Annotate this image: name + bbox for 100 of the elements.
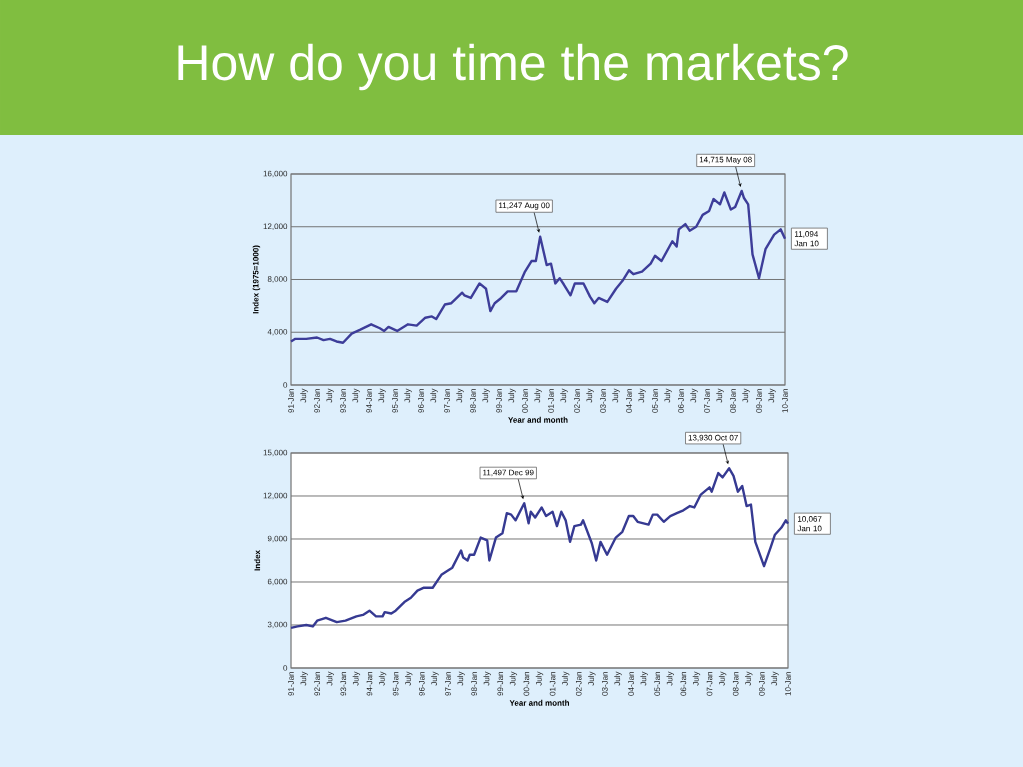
y-tick-label: 6,000 [267,578,288,586]
x-tick-label: 07-Jan [706,672,713,696]
x-tick-label: July [457,671,465,686]
y-tick-label: 3,000 [267,621,288,629]
x-tick-label: July [483,671,491,686]
annotation: 13,930 Oct 07 [688,434,738,442]
x-tick-label: 01-Jan [549,672,556,696]
x-tick-label: July [768,388,776,403]
x-tick-label: 97-Jan [445,672,451,696]
x-tick-label: July [300,671,308,686]
x-tick-label: July [666,671,675,686]
x-tick-label: 93-Jan [340,672,347,696]
x-tick-label: July [534,388,542,403]
x-tick-label: 01-Jan [548,389,554,413]
x-tick-label: July [404,671,413,686]
y-tick-label: 12,000 [263,492,288,500]
x-tick-label: 07-Jan [704,389,710,413]
x-tick-label: July [745,671,753,686]
x-tick-label: 05-Jan [652,389,658,413]
y-tick-label: 4,000 [267,328,288,336]
x-tick-label: July [716,388,724,403]
x-axis-title: Year and month [509,699,570,706]
x-tick-label: 99-Jan [496,389,502,413]
x-tick-label: July [326,671,334,686]
x-tick-label: 94-Jan [366,389,372,413]
x-tick-label: 03-Jan [602,672,608,696]
x-axis-title: Year and month [508,416,568,423]
x-tick-label: July [742,388,750,403]
annotation: 11,497 Dec 99 [483,469,534,477]
x-tick-label: July [771,671,779,686]
x-tick-label: July [692,671,701,686]
x-tick-label: July [690,388,698,403]
x-tick-label: 00-Jan [523,672,530,696]
x-tick-label: 96-Jan [418,672,425,696]
annotation: 11,094 Jan 10 [794,231,819,247]
annotation: 14,715 May 08 [699,156,752,165]
x-tick-label: 04-Jan [626,389,632,413]
x-tick-label: July [352,388,360,403]
x-tick-label: 99-Jan [497,672,504,696]
x-tick-label: 91-Jan [288,672,294,696]
y-tick-label: 0 [283,665,288,671]
y-tick-label: 12,000 [263,223,288,231]
x-tick-label: 09-Jan [759,672,765,696]
x-tick-label: July [561,671,570,686]
x-tick-label: 02-Jan [575,672,582,696]
annotation: 10,067 Jan 10 [797,516,822,532]
x-tick-label: July [300,388,308,403]
x-tick-label: 10-Jan [785,672,791,696]
x-tick-label: 00-Jan [522,389,528,413]
x-tick-label: July [352,671,361,686]
x-tick-label: July [431,671,439,686]
x-tick-label: July [560,388,568,403]
x-tick-label: 03-Jan [600,389,606,413]
y-tick-label: 0 [283,382,288,388]
chart-title: How do you time the markets? [178,43,848,91]
y-tick-label: 15,000 [263,449,288,457]
x-tick-label: 09-Jan [756,389,762,413]
x-tick-label: July [614,671,622,686]
x-tick-label: July [326,388,334,403]
y-tick-label: 16,000 [263,170,288,178]
line-series [289,467,790,630]
x-tick-label: July [718,671,727,686]
y-axis-title: Index (1975=1000) [252,245,261,314]
x-tick-label: July [430,388,438,403]
x-tick-label: July [482,388,490,403]
x-tick-label: 06-Jan [680,672,687,696]
x-tick-label: July [456,388,464,403]
x-tick-label: July [509,671,518,686]
x-tick-label: July [586,388,594,403]
x-tick-label: 93-Jan [340,389,346,413]
x-tick-label: 97-Jan [444,389,450,413]
x-tick-label: 96-Jan [418,389,424,413]
x-tick-label: July [640,671,648,686]
x-tick-label: July [588,671,596,686]
x-tick-label: July [378,671,387,686]
x-tick-label: 08-Jan [730,389,736,413]
x-tick-label: 92-Jan [314,389,320,413]
x-tick-label: July [535,671,544,686]
y-axis-title: Index [254,550,261,571]
annotation: 11,247 Aug 00 [499,202,550,210]
x-tick-label: 91-Jan [288,389,294,413]
x-tick-label: July [638,388,646,403]
x-tick-label: July [508,388,516,403]
line-series [289,189,787,344]
y-tick-label: 9,000 [267,535,288,543]
x-tick-label: 08-Jan [732,672,739,696]
x-tick-label: 94-Jan [366,672,373,696]
x-tick-label: 92-Jan [314,672,320,696]
x-tick-label: 10-Jan [782,389,788,413]
x-tick-label: 98-Jan [470,389,476,413]
x-tick-label: 02-Jan [574,389,580,413]
x-tick-label: July [612,388,620,403]
x-tick-label: 95-Jan [392,672,399,696]
x-tick-label: July [378,388,386,403]
x-tick-label: July [664,388,672,403]
x-tick-label: 06-Jan [678,389,684,413]
x-tick-label: 05-Jan [654,672,661,696]
x-tick-label: 98-Jan [471,672,477,696]
x-tick-label: July [404,388,412,403]
x-tick-label: 04-Jan [628,672,634,696]
